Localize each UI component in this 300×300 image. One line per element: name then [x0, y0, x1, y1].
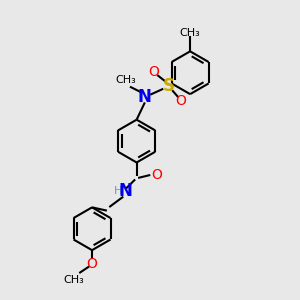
- Text: N: N: [138, 88, 152, 106]
- Text: S: S: [163, 77, 175, 95]
- Text: O: O: [175, 94, 186, 108]
- Text: CH₃: CH₃: [115, 75, 136, 85]
- Text: H: H: [114, 186, 123, 196]
- Text: O: O: [151, 168, 162, 182]
- Text: O: O: [87, 256, 98, 271]
- Text: CH₃: CH₃: [64, 274, 85, 285]
- Text: CH₃: CH₃: [180, 28, 200, 38]
- Text: O: O: [148, 64, 159, 79]
- Text: N: N: [119, 182, 133, 200]
